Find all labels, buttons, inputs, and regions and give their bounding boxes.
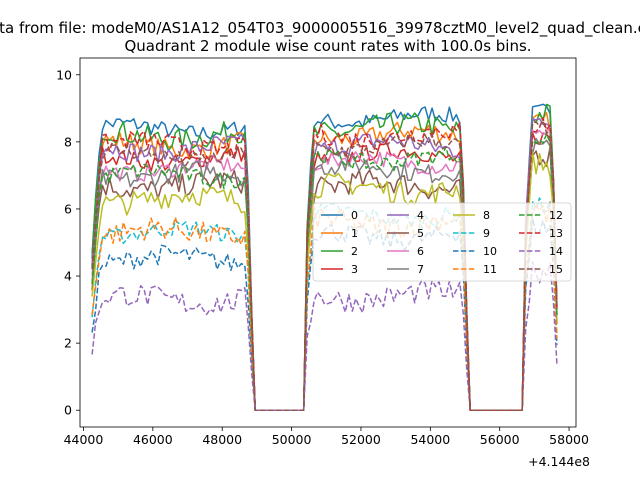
axes-frame — [79, 57, 577, 428]
legend-label-3: 3 — [351, 263, 358, 276]
x-tick-label: 56000 — [480, 432, 520, 447]
x-tick-label: 54000 — [410, 432, 450, 447]
legend-label-10: 10 — [483, 245, 497, 258]
x-tick-label: 48000 — [202, 432, 242, 447]
legend-box — [312, 202, 572, 282]
legend-label-13: 13 — [549, 227, 563, 240]
series-line-15 — [91, 119, 558, 411]
legend-label-12: 12 — [549, 209, 563, 222]
x-tick-label: 46000 — [133, 432, 173, 447]
x-tick-label: 50000 — [272, 432, 312, 447]
y-tick-label: 6 — [64, 201, 72, 216]
legend-label-8: 8 — [483, 209, 490, 222]
chart-title: Quadrant 2 module wise count rates with … — [124, 37, 531, 55]
y-tick-label: 2 — [64, 336, 72, 351]
legend-label-5: 5 — [417, 227, 424, 240]
x-offset-label: +4.144e8 — [528, 454, 590, 469]
legend-label-0: 0 — [351, 209, 358, 222]
legend-label-11: 11 — [483, 263, 497, 276]
legend-label-7: 7 — [417, 263, 424, 276]
figure-suptitle: Data from file: modeM0/AS1A12_054T03_900… — [0, 19, 640, 38]
x-tick-label: 58000 — [549, 432, 589, 447]
legend-label-4: 4 — [417, 209, 424, 222]
legend-label-1: 1 — [351, 227, 358, 240]
series-layer — [91, 103, 558, 411]
y-tick-label: 0 — [64, 403, 72, 418]
y-tick-label: 10 — [56, 67, 72, 82]
x-tick-label: 44000 — [64, 432, 104, 447]
y-tick-label: 8 — [64, 134, 72, 149]
legend-label-14: 14 — [549, 245, 563, 258]
x-tick-label: 52000 — [341, 432, 381, 447]
y-tick-label: 4 — [64, 269, 72, 284]
legend-label-15: 15 — [549, 263, 563, 276]
legend-label-9: 9 — [483, 227, 490, 240]
axes-layer: 44000 46000 48000 50000 52000 54000 56000 58000… — [56, 57, 589, 447]
legend-label-6: 6 — [417, 245, 424, 258]
legend-label-2: 2 — [351, 245, 358, 258]
